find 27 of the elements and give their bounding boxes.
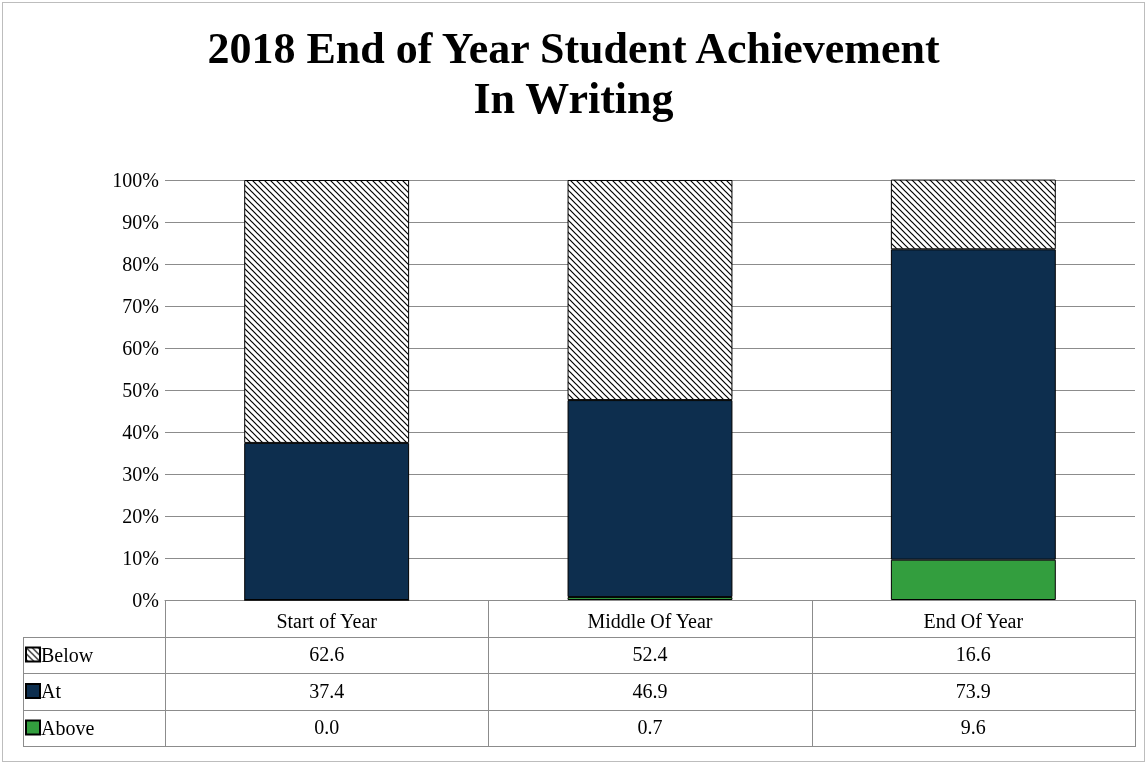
x-tick-label: Middle Of Year (587, 610, 713, 632)
data-label: 46.9 (631, 678, 669, 704)
y-tick-label: 0% (132, 589, 159, 611)
chart-title: 2018 End of Year Student Achievement In Writing (207, 23, 940, 123)
y-tick-label: 80% (122, 253, 159, 275)
data-label: 62.6 (308, 642, 346, 668)
y-tick-label: 60% (122, 337, 159, 359)
y-tick-label: 20% (122, 505, 159, 527)
y-tick-label: 100% (112, 169, 159, 191)
data-label: 9.6 (959, 715, 987, 741)
data-label: 37.4 (308, 678, 346, 704)
data-label: 73.9 (954, 678, 992, 704)
data-label: 0.0 (313, 715, 341, 741)
y-tick-label: 30% (122, 463, 159, 485)
x-tick-label: End Of Year (923, 610, 1024, 632)
legend-label: Above (41, 716, 95, 739)
legend-label: At (41, 680, 62, 702)
data-label: 52.4 (631, 642, 669, 668)
legend-label: Below (41, 643, 94, 666)
y-tick-label: 90% (122, 211, 159, 233)
y-tick-label: 70% (122, 295, 159, 317)
y-tick-label: 10% (122, 547, 159, 569)
y-tick-label: 50% (122, 379, 159, 401)
data-label: 16.6 (954, 642, 992, 668)
y-tick-label: 40% (122, 421, 159, 443)
data-label: 0.7 (636, 715, 664, 741)
x-tick-label: Start of Year (276, 610, 378, 632)
